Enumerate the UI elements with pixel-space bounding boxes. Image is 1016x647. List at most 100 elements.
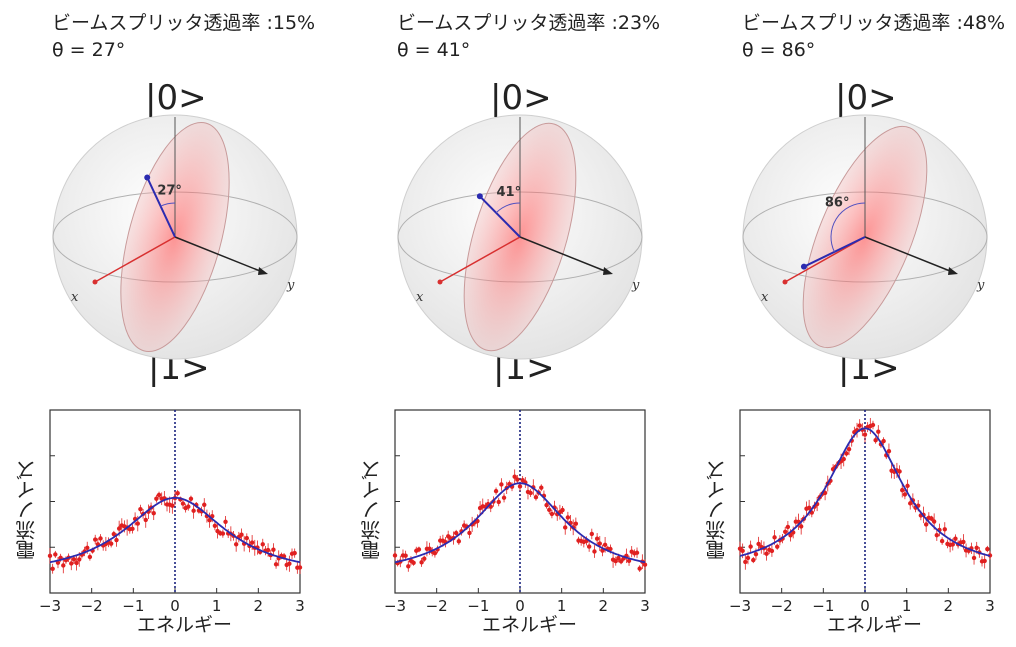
theta-angle-label: 27° bbox=[157, 183, 182, 198]
data-point bbox=[456, 539, 462, 544]
data-point bbox=[496, 499, 501, 505]
data-point bbox=[544, 502, 549, 508]
data-point bbox=[493, 488, 499, 494]
ket-zero-label: |0> bbox=[835, 78, 897, 118]
ket-zero-label: |0> bbox=[145, 78, 207, 118]
data-point bbox=[618, 559, 624, 564]
x-axis-endpoint bbox=[437, 279, 443, 285]
data-point bbox=[244, 535, 250, 541]
x-tick-label-4: 1 bbox=[902, 597, 912, 615]
data-point bbox=[798, 524, 804, 529]
data-point bbox=[249, 540, 255, 545]
data-point bbox=[116, 526, 122, 531]
state-vector-tip bbox=[800, 263, 807, 270]
data-point bbox=[876, 429, 881, 434]
x-tick-label-0: −3 bbox=[385, 597, 406, 615]
x-axis-line bbox=[439, 236, 521, 283]
panel-bs-15: ビームスプリッタ透過率 :15% θ = 27° |0> |1> x y 27° −… bbox=[15, 0, 380, 647]
data-point bbox=[135, 521, 140, 526]
y-axis-arrowhead bbox=[603, 267, 613, 275]
caption: ビームスプリッタ透過率 :23% θ = 41° bbox=[397, 10, 660, 64]
y-axis-arrowhead bbox=[948, 267, 958, 275]
data-point bbox=[273, 562, 279, 567]
data-point bbox=[47, 553, 53, 559]
data-point bbox=[69, 561, 74, 566]
data-point bbox=[905, 483, 910, 489]
data-point bbox=[98, 536, 103, 541]
data-point bbox=[156, 492, 162, 498]
panel-bs-23: ビームスプリッタ透過率 :23% θ = 41° |0> |1> x y 41° −… bbox=[360, 0, 725, 647]
y-axis-letter: y bbox=[976, 278, 985, 293]
data-point bbox=[764, 551, 769, 556]
theta-arc bbox=[830, 202, 866, 253]
x-tick-label-1: −2 bbox=[771, 597, 793, 615]
data-point bbox=[403, 553, 408, 558]
data-point bbox=[592, 549, 597, 554]
data-point bbox=[923, 522, 929, 527]
data-point bbox=[392, 553, 398, 558]
data-point bbox=[416, 547, 422, 552]
x-tick-label-3: 0 bbox=[860, 597, 870, 615]
x-tick-label-1: −2 bbox=[426, 597, 448, 615]
theta-arc bbox=[160, 202, 176, 207]
panel-bs-48: ビームスプリッタ透過率 :48% θ = 86° |0> |1> x y 86° −… bbox=[705, 0, 1016, 647]
state-vector bbox=[146, 177, 176, 238]
data-point bbox=[772, 535, 777, 540]
data-point bbox=[220, 531, 226, 536]
bloch-sphere: x y 86° bbox=[742, 114, 988, 360]
x-tick-label-4: 1 bbox=[212, 597, 222, 615]
plot-frame bbox=[394, 409, 646, 594]
data-point bbox=[114, 537, 119, 543]
data-point bbox=[517, 484, 523, 489]
data-point bbox=[297, 565, 303, 570]
data-point bbox=[560, 507, 565, 513]
noise-plot: −3 −2 −1 0 1 2 3 bbox=[385, 409, 650, 615]
data-point bbox=[186, 504, 191, 509]
data-point bbox=[547, 507, 552, 513]
data-point bbox=[586, 544, 592, 549]
data-point bbox=[533, 495, 539, 500]
data-point bbox=[637, 566, 642, 571]
data-point bbox=[108, 541, 114, 546]
data-point bbox=[775, 544, 780, 549]
data-point bbox=[788, 533, 793, 538]
bloch-sphere: x y 41° bbox=[397, 114, 643, 360]
state-vector-tip bbox=[476, 193, 483, 200]
x-axis-endpoint bbox=[782, 279, 788, 285]
data-point bbox=[881, 438, 886, 444]
x-axis-letter: x bbox=[761, 290, 769, 305]
data-point bbox=[751, 557, 756, 563]
y-axis-line bbox=[174, 236, 266, 274]
data-point bbox=[841, 456, 846, 462]
theta-caption: θ = 86° bbox=[742, 39, 816, 61]
data-point bbox=[873, 438, 878, 443]
data-point bbox=[931, 519, 937, 524]
x-axis-label: エネルギー bbox=[137, 614, 233, 636]
data-point bbox=[512, 474, 517, 479]
x-tick-label-0: −3 bbox=[40, 597, 61, 615]
data-point bbox=[419, 560, 424, 565]
data-point bbox=[515, 477, 520, 482]
data-point bbox=[239, 532, 244, 537]
x-tick-label-6: 3 bbox=[295, 597, 305, 615]
data-point bbox=[613, 558, 618, 564]
bloch-sphere: x y 27° bbox=[52, 114, 298, 360]
data-point bbox=[953, 536, 958, 541]
data-point bbox=[93, 537, 98, 542]
x-tick-label-5: 2 bbox=[599, 597, 609, 615]
data-point bbox=[857, 423, 862, 428]
theta-angle-label: 41° bbox=[496, 185, 521, 200]
data-point bbox=[170, 503, 175, 508]
data-point bbox=[191, 508, 196, 513]
data-point bbox=[292, 550, 297, 556]
theta-arc bbox=[495, 202, 521, 214]
data-point bbox=[467, 530, 472, 536]
data-point bbox=[138, 506, 143, 512]
data-point bbox=[740, 548, 745, 554]
data-point bbox=[756, 541, 761, 547]
x-tick-label-2: −1 bbox=[812, 597, 834, 615]
data-point bbox=[233, 542, 239, 547]
y-axis-label: 電流ノイズ bbox=[15, 460, 39, 560]
data-point bbox=[985, 546, 990, 552]
data-point bbox=[608, 546, 613, 552]
